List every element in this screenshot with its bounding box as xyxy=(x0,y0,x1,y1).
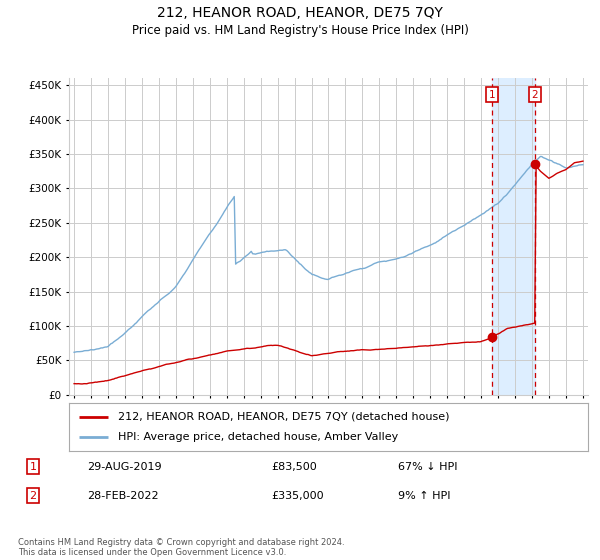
Text: 67% ↓ HPI: 67% ↓ HPI xyxy=(398,461,458,472)
Text: 2: 2 xyxy=(29,491,37,501)
Text: 212, HEANOR ROAD, HEANOR, DE75 7QY: 212, HEANOR ROAD, HEANOR, DE75 7QY xyxy=(157,6,443,20)
Text: 2: 2 xyxy=(532,90,538,100)
Text: Price paid vs. HM Land Registry's House Price Index (HPI): Price paid vs. HM Land Registry's House … xyxy=(131,24,469,37)
Text: £335,000: £335,000 xyxy=(271,491,324,501)
Text: 9% ↑ HPI: 9% ↑ HPI xyxy=(398,491,451,501)
Text: 1: 1 xyxy=(489,90,496,100)
Text: Contains HM Land Registry data © Crown copyright and database right 2024.
This d: Contains HM Land Registry data © Crown c… xyxy=(18,538,344,557)
Text: 1: 1 xyxy=(29,461,37,472)
Text: 28-FEB-2022: 28-FEB-2022 xyxy=(87,491,159,501)
Text: £83,500: £83,500 xyxy=(271,461,317,472)
Text: 212, HEANOR ROAD, HEANOR, DE75 7QY (detached house): 212, HEANOR ROAD, HEANOR, DE75 7QY (deta… xyxy=(118,412,450,422)
Text: HPI: Average price, detached house, Amber Valley: HPI: Average price, detached house, Ambe… xyxy=(118,432,398,442)
Text: 29-AUG-2019: 29-AUG-2019 xyxy=(87,461,162,472)
Bar xyxy=(493,78,535,395)
